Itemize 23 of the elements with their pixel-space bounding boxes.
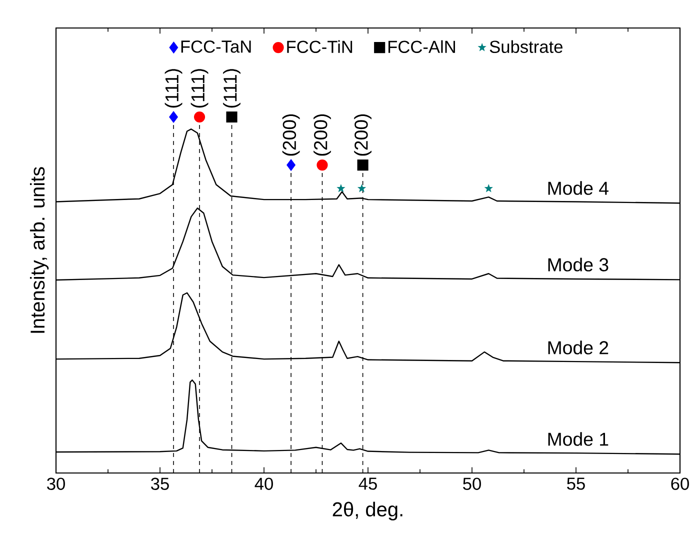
x-axis-title: 2θ, deg. (332, 502, 402, 520)
x-tick-label: 35 (151, 478, 169, 490)
legend-label: FCC-AlN (388, 40, 455, 53)
annotation: (200) (354, 114, 372, 156)
x-tick-label: 40 (254, 478, 273, 490)
series-label: Mode 4 (548, 181, 608, 195)
x-tick-label: 60 (671, 478, 689, 490)
series-label: Mode 1 (548, 432, 608, 446)
series-label: Mode 2 (548, 340, 608, 354)
y-axis-title: Intensity, arb. units (30, 167, 49, 333)
legend-label: FCC-TiN (287, 40, 352, 53)
series-label: Mode 3 (548, 258, 608, 272)
annotation: (111) (190, 69, 208, 108)
annotation: (111) (164, 69, 182, 108)
annotation: (200) (314, 114, 331, 156)
annotation: (111) (223, 69, 240, 108)
legend-label: Substrate (490, 40, 562, 53)
annotation: (200) (282, 114, 300, 156)
x-tick-label: 30 (47, 478, 65, 490)
x-tick-label: 55 (567, 478, 585, 490)
x-tick-label: 45 (358, 478, 377, 490)
x-tick-label: 50 (463, 478, 481, 490)
legend-label: FCC-TaN (181, 40, 251, 53)
